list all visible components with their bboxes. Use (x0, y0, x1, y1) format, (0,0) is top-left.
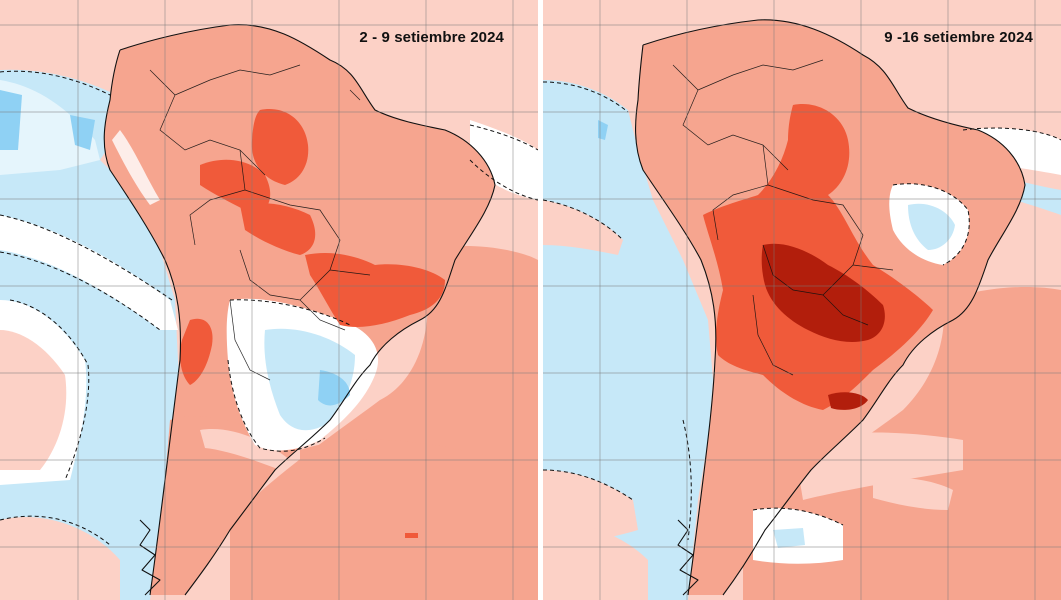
anomaly-map-left (0, 0, 538, 600)
extreme-warm-core (761, 243, 885, 342)
coastline-chile-fjords (139, 519, 161, 596)
strong-warm-anomaly (240, 203, 316, 255)
lat-lon-grid (543, 0, 1061, 600)
pink-warm-patch (873, 478, 953, 510)
map-panel-left: 2 - 9 setiembre 2024 (0, 0, 538, 600)
strong-warm-anomaly (180, 318, 213, 385)
panel-title-left: 2 - 9 setiembre 2024 (359, 29, 504, 46)
dashed-contour (892, 183, 970, 266)
white-neutral-band (0, 80, 100, 175)
coastline (635, 19, 1026, 596)
pink-warm-patch (0, 330, 67, 470)
pink-warm-patch (543, 520, 648, 600)
white-neutral-band (112, 130, 160, 205)
panel-divider (538, 0, 543, 600)
dashed-contour (543, 469, 634, 501)
patagonia-warm (150, 416, 280, 595)
pink-warm-patch (793, 432, 963, 500)
dashed-contour (0, 214, 173, 301)
coastline-chile-fjords (677, 519, 699, 596)
dashed-contour (229, 299, 351, 326)
panel-title-right: 9 -16 setiembre 2024 (884, 29, 1033, 46)
dashed-contour (962, 127, 1061, 141)
dashed-contour (469, 159, 538, 201)
dashed-contour (543, 199, 624, 241)
white-neutral-band (470, 120, 538, 200)
extreme-warm-core (828, 392, 868, 410)
dashed-contour (9, 299, 90, 481)
pacific-cool-area (543, 80, 713, 600)
country-borders (149, 64, 371, 381)
lat-lon-grid (0, 0, 538, 600)
light-blue-cool-area (908, 203, 955, 250)
strong-warm-anomaly (405, 533, 418, 538)
dashed-contour (227, 359, 326, 452)
white-neutral-band (0, 215, 178, 330)
dashed-contour (543, 81, 629, 113)
pink-warm-patch (0, 516, 120, 600)
light-blue-cool-area (773, 528, 805, 548)
atlantic-warm-area (300, 439, 538, 600)
blue-cool-patch (598, 120, 608, 140)
strong-warm-anomaly (251, 109, 309, 185)
pink-warm-patch (543, 200, 623, 255)
dashed-contour (469, 124, 538, 151)
dashed-contour (0, 70, 111, 96)
blue-cool-patch (0, 90, 22, 150)
dashed-contour (0, 251, 161, 331)
strong-warm-anomaly (200, 159, 271, 215)
country-borders (672, 59, 894, 376)
blue-cool-patch (318, 370, 350, 406)
map-panel-right: 9 -16 setiembre 2024 (543, 0, 1061, 600)
dashed-contour (682, 419, 692, 541)
anomaly-map-right (543, 0, 1061, 600)
dashed-contour (0, 515, 111, 546)
blue-cool-patch (70, 115, 95, 150)
dashed-contour (752, 507, 844, 526)
